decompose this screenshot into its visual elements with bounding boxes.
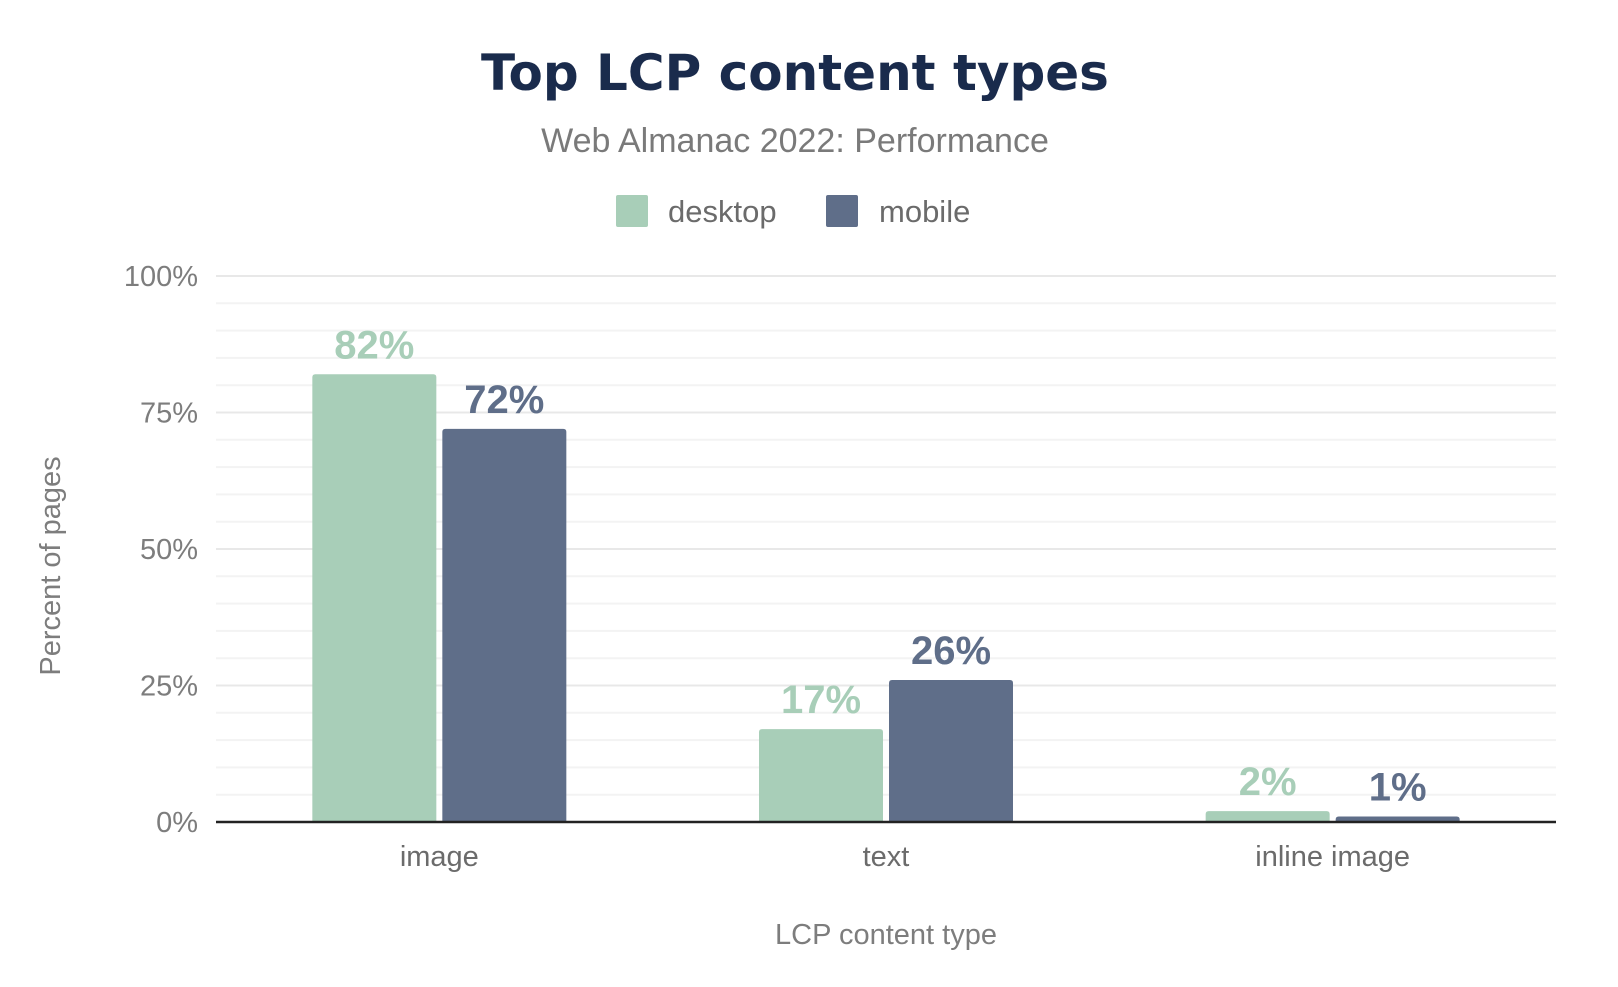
data-label-desktop-inline-image: 2% xyxy=(1239,760,1297,804)
x-tick-label: image xyxy=(400,841,479,873)
y-tick-label: 0% xyxy=(156,807,198,839)
data-label-desktop-image: 82% xyxy=(334,323,414,367)
legend: desktop mobile xyxy=(616,194,970,229)
chart-title: Top LCP content types xyxy=(481,44,1109,102)
bar-mobile-text xyxy=(889,680,1013,822)
data-label-desktop-text: 17% xyxy=(781,678,861,722)
bar-desktop-image xyxy=(312,374,437,822)
legend-label-desktop: desktop xyxy=(668,194,777,229)
x-axis-categories: image text inline image xyxy=(400,841,1410,873)
data-label-mobile-text: 26% xyxy=(911,629,991,673)
legend-swatch-mobile xyxy=(826,195,858,227)
chart-subtitle: Web Almanac 2022: Performance xyxy=(541,122,1049,160)
y-tick-label: 25% xyxy=(140,671,198,703)
data-label-mobile-image: 72% xyxy=(464,378,544,422)
y-tick-label: 75% xyxy=(140,398,198,430)
bar-mobile-image xyxy=(442,428,567,822)
data-labels: 82% 72% 17% 26% 2% 1% xyxy=(334,323,1426,809)
y-tick-label: 50% xyxy=(140,534,198,566)
bar-desktop-text xyxy=(759,729,883,822)
x-tick-label: text xyxy=(863,841,910,873)
gridlines xyxy=(216,275,1556,796)
bar-desktop-inline-image xyxy=(1205,811,1330,822)
y-axis-ticks: 0% 25% 50% 75% 100% xyxy=(124,261,198,839)
legend-label-mobile: mobile xyxy=(879,194,970,229)
y-tick-label: 100% xyxy=(124,261,198,293)
y-axis-title: Percent of pages xyxy=(35,456,67,675)
data-label-mobile-inline-image: 1% xyxy=(1369,766,1427,810)
bars xyxy=(312,374,1460,822)
x-tick-label: inline image xyxy=(1255,841,1410,873)
legend-swatch-desktop xyxy=(616,195,648,227)
bar-mobile-inline-image xyxy=(1335,816,1460,822)
x-axis-title: LCP content type xyxy=(775,919,997,951)
